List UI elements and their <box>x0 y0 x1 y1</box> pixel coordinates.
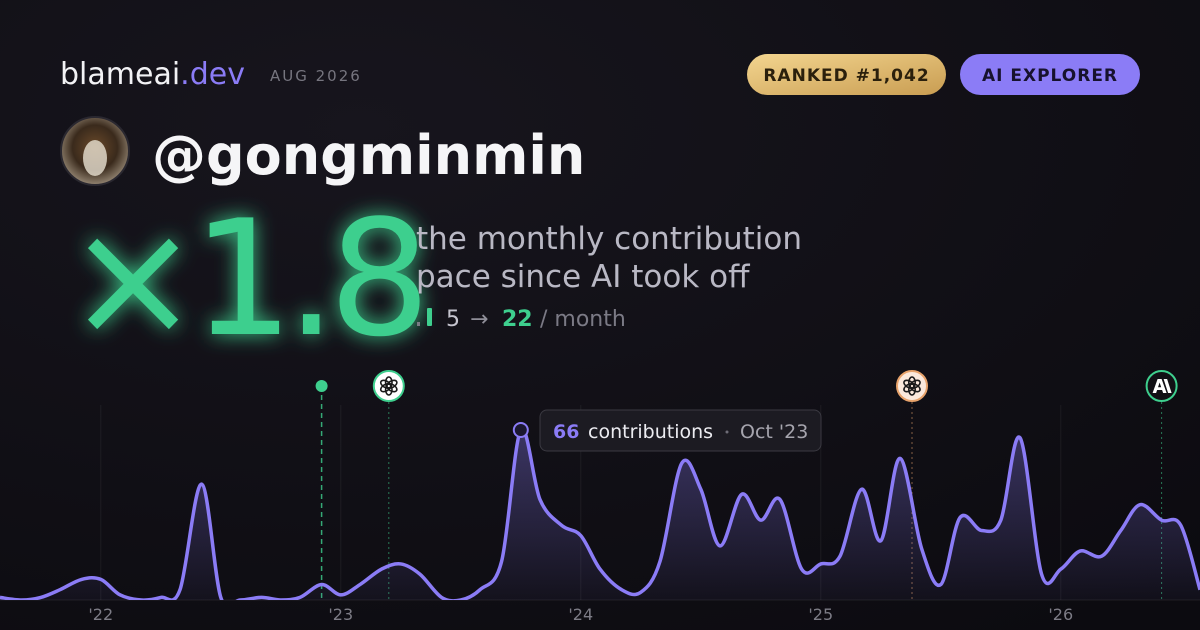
avatar-detail <box>83 140 107 176</box>
tooltip <box>539 409 822 452</box>
pace-icon <box>427 308 432 326</box>
rank-badge <box>747 54 946 95</box>
x-tick-label: '24 <box>568 605 593 624</box>
brand: blameai.dev <box>60 57 245 92</box>
brand-suffix: .dev <box>180 57 245 92</box>
event-logo <box>379 379 392 389</box>
event-logo <box>1152 379 1172 393</box>
pace-after: 22 <box>502 307 533 332</box>
x-tick-label: '25 <box>808 605 833 624</box>
plot-area <box>0 427 1200 600</box>
pace-before: 5 <box>446 307 460 332</box>
multiplier: ×1.8 <box>66 185 423 372</box>
line <box>0 427 1200 600</box>
tooltip-text: contributions <box>588 421 713 443</box>
tooltip-value: 66 <box>553 421 579 443</box>
tagline-line: pace since AI took off <box>416 259 750 295</box>
event-marker <box>315 380 328 392</box>
event-marker <box>372 370 405 402</box>
tooltip-separator <box>725 430 729 434</box>
tooltip-date: Oct '23 <box>740 421 808 443</box>
user-handle: @gongminmin <box>152 124 585 187</box>
pace-unit: / month <box>540 307 626 332</box>
tier-badge-label: AI EXPLORER <box>982 66 1118 86</box>
pace-icon <box>417 322 420 326</box>
pace-arrow: → <box>470 307 488 332</box>
tagline-line: the monthly contribution <box>416 221 802 257</box>
x-tick-label: '26 <box>1048 605 1073 624</box>
events <box>315 370 1178 600</box>
event-marker <box>896 370 928 402</box>
x-tick-label: '23 <box>328 605 353 624</box>
event-logo <box>903 379 915 389</box>
brand-name: blameai <box>60 57 180 92</box>
x-tick-label: '22 <box>88 605 113 624</box>
tier-badge <box>960 54 1140 95</box>
report-date: AUG 2026 <box>270 67 362 85</box>
area <box>0 429 1200 600</box>
chart: '22 '23 '24 '25 '26 66 contributions Oct '23 <box>0 370 1200 624</box>
highlight-ring <box>512 422 529 438</box>
rank-badge-label: RANKED #1,042 <box>763 66 929 86</box>
